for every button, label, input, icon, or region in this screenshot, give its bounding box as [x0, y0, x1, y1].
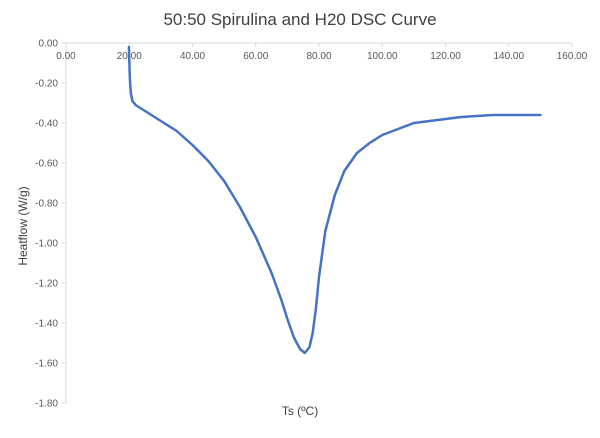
chart-title: 50:50 Spirulina and H20 DSC Curve	[163, 10, 437, 29]
y-axis-label: Heatflow (W/g)	[16, 186, 30, 266]
x-tick-label: 120.00	[430, 51, 461, 62]
x-tick-label: 100.00	[367, 51, 398, 62]
y-tick-label: -1.60	[35, 359, 58, 370]
y-tick-label: -0.40	[35, 119, 58, 130]
y-tick-label: -1.00	[35, 239, 58, 250]
y-tick-label: -0.60	[35, 159, 58, 170]
x-tick-label: 0.00	[56, 51, 76, 62]
y-tick-label: -1.40	[35, 319, 58, 330]
y-tick-label: -1.20	[35, 279, 58, 290]
y-tick-label: -1.80	[35, 399, 58, 410]
series-line	[127, 45, 542, 355]
y-tick-label: -0.20	[35, 79, 58, 90]
y-tick-label: 0.00	[39, 39, 59, 50]
x-tick-label: 60.00	[243, 51, 268, 62]
y-tick-label: -0.80	[35, 199, 58, 210]
x-tick-label: 80.00	[306, 51, 331, 62]
x-axis-label: Ts (ºC)	[281, 404, 319, 418]
x-tick-label: 40.00	[180, 51, 205, 62]
x-tick-label: 140.00	[493, 51, 524, 62]
x-tick-label: 160.00	[557, 51, 588, 62]
